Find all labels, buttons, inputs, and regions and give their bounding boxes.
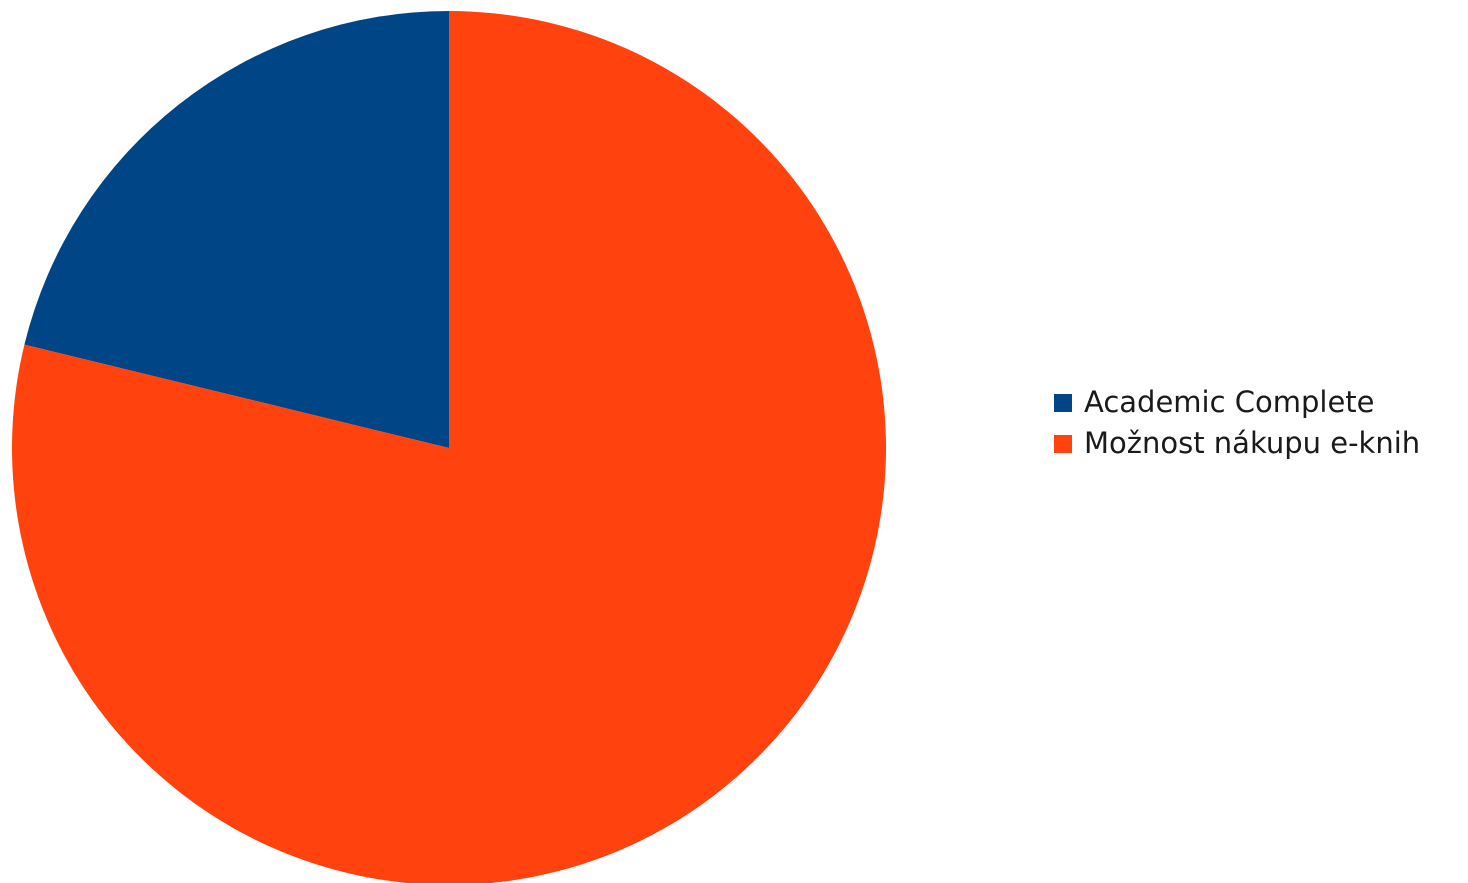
legend: Academic Complete Možnost nákupu e-knih — [1054, 382, 1420, 464]
legend-item-moznost-nakupu-e-knih: Možnost nákupu e-knih — [1054, 423, 1420, 464]
pie-slices — [12, 11, 886, 883]
legend-swatch-moznost-nakupu-e-knih — [1054, 434, 1072, 453]
legend-item-academic-complete: Academic Complete — [1054, 382, 1420, 423]
legend-swatch-academic-complete — [1054, 393, 1072, 412]
pie-slice-academic-complete — [24, 11, 449, 448]
legend-label-moznost-nakupu-e-knih: Možnost nákupu e-knih — [1084, 426, 1421, 460]
pie-slice-moznost-nakupu-e-knih — [12, 11, 886, 883]
legend-label-academic-complete: Academic Complete — [1084, 385, 1375, 419]
